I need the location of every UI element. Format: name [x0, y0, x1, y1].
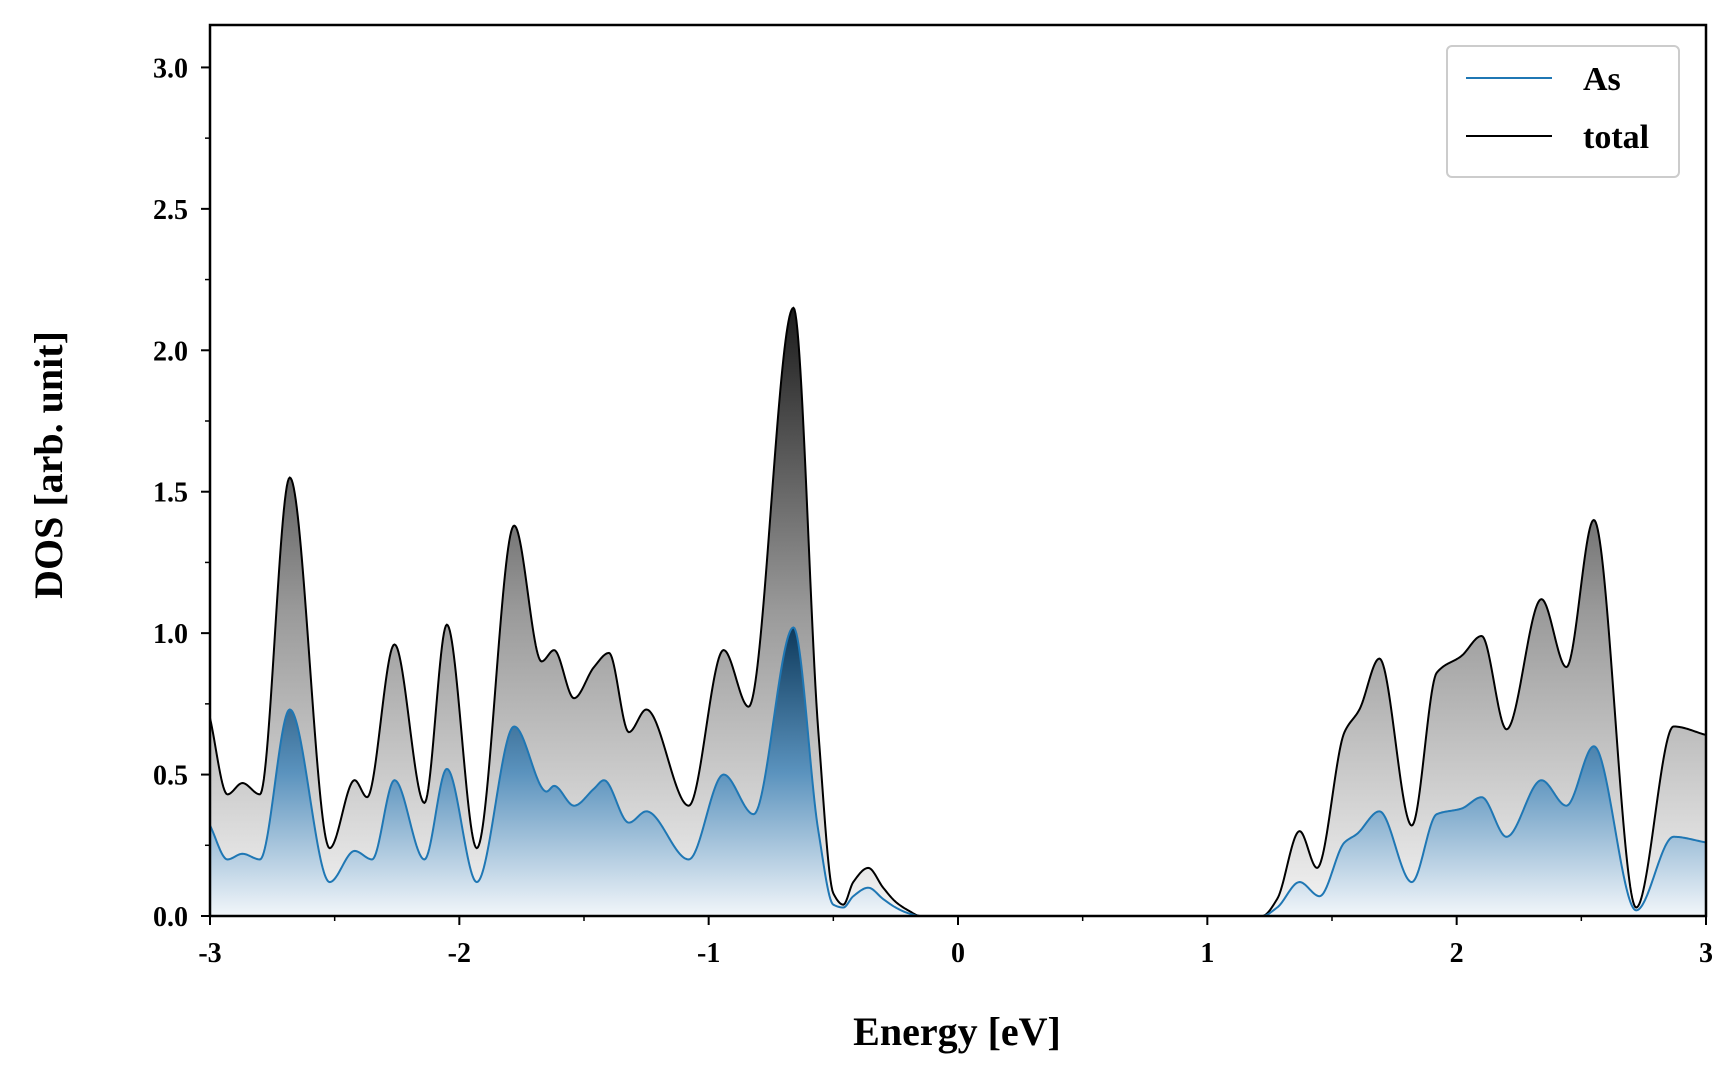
y-axis-title: DOS [arb. unit]	[26, 331, 71, 599]
series-area-total	[210, 307, 1706, 916]
series-layer	[209, 306, 1707, 917]
legend-label-as: As	[1583, 61, 1621, 98]
y-tick-label: 0.0	[153, 902, 188, 933]
x-axis-title: Energy [eV]	[853, 1009, 1061, 1054]
y-tick-label: 2.5	[153, 195, 188, 226]
legend-label-total: total	[1583, 119, 1649, 156]
x-tick-label: 1	[1200, 938, 1214, 969]
y-tick-label: 0.5	[153, 761, 188, 792]
x-tick-label: -2	[448, 938, 471, 969]
axes-layer: -3 -2 -1 0 1 2 3 0.0 0.5 1.0 1.5 2.0 2.5 3.0	[153, 23, 1713, 969]
x-tick-label: 0	[951, 938, 965, 969]
series-area-as	[210, 627, 1706, 916]
y-tick-label: 2.0	[153, 336, 188, 367]
x-tick-label: -3	[198, 938, 221, 969]
y-tick-label: 3.0	[153, 53, 188, 84]
x-tick-label: 3	[1699, 938, 1713, 969]
x-tick-label: -1	[697, 938, 720, 969]
legend: As total	[1446, 45, 1680, 178]
y-tick-label: 1.5	[153, 478, 188, 509]
y-tick-label: 1.0	[153, 619, 188, 650]
x-tick-label: 2	[1450, 938, 1464, 969]
legend-box	[1446, 45, 1680, 178]
